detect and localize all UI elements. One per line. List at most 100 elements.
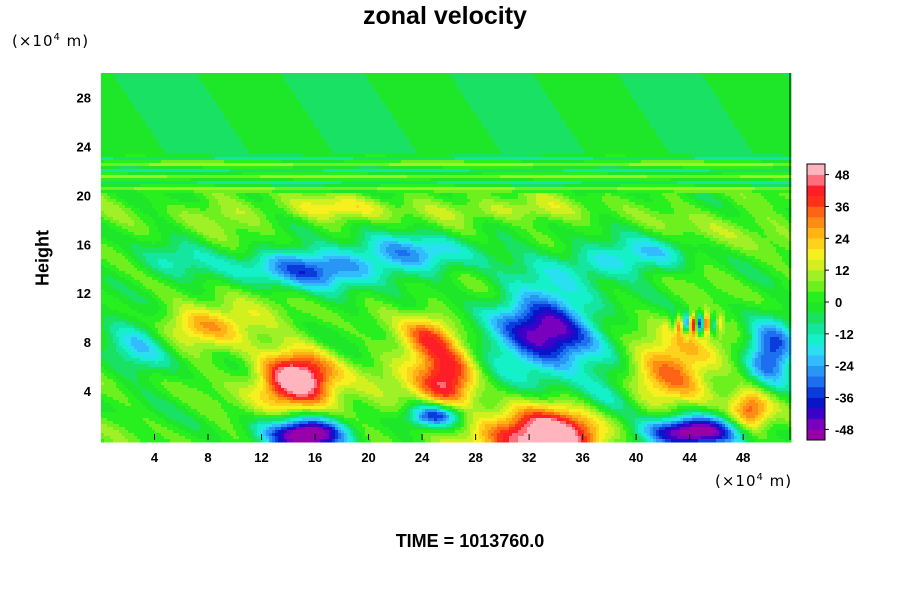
heatmap-cell (629, 124, 633, 128)
heatmap-cell (593, 124, 597, 128)
heatmap-cell (479, 106, 483, 110)
heatmap-cell (443, 73, 447, 77)
heatmap-cell (179, 88, 183, 92)
heatmap-cell (773, 109, 777, 113)
heatmap-cell (569, 133, 573, 137)
heatmap-cell (620, 106, 624, 110)
heatmap-cell (431, 118, 435, 122)
heatmap-cell (731, 130, 735, 134)
heatmap-cell (656, 85, 660, 89)
heatmap-cell (686, 94, 690, 98)
heatmap-cell (515, 94, 519, 98)
heatmap-cell (215, 115, 219, 119)
heatmap-cell (623, 76, 627, 80)
heatmap-cell (599, 118, 603, 122)
heatmap-cell (455, 136, 459, 140)
heatmap-cell (605, 76, 609, 80)
heatmap-cell (608, 124, 612, 128)
heatmap-cell (443, 82, 447, 86)
heatmap-cell (488, 121, 492, 125)
heatmap-cell (314, 121, 318, 125)
heatmap-cell (470, 94, 474, 98)
heatmap-cell (374, 112, 378, 116)
heatmap-cell (524, 73, 528, 77)
heatmap-cell (512, 94, 516, 98)
heatmap-cell (455, 91, 459, 95)
heatmap-cell (335, 121, 339, 125)
heatmap-cell (242, 115, 246, 119)
heatmap-cell (767, 127, 771, 131)
heatmap-cell (242, 94, 246, 98)
heatmap-cell (542, 121, 546, 125)
heatmap-cell (548, 112, 552, 116)
heatmap-cell (320, 91, 324, 95)
heatmap-cell (212, 130, 216, 134)
heatmap-cell (416, 115, 420, 119)
heatmap-cell (164, 91, 168, 95)
heatmap-cell (425, 124, 429, 128)
heatmap-cell (635, 109, 639, 113)
heatmap-cell (233, 115, 237, 119)
heatmap-cell (203, 73, 207, 77)
heatmap-cell (677, 97, 681, 101)
heatmap-cell (668, 82, 672, 86)
heatmap-cell (662, 106, 666, 110)
heatmap-cell (524, 136, 528, 140)
heatmap-cell (191, 109, 195, 113)
heatmap-cell (560, 76, 564, 80)
heatmap-cell (236, 124, 240, 128)
heatmap-cell (719, 112, 723, 116)
heatmap-cell (227, 91, 231, 95)
heatmap-cell (377, 118, 381, 122)
heatmap-cell (572, 88, 576, 92)
heatmap-cell (305, 88, 309, 92)
heatmap-cell (248, 100, 252, 104)
heatmap-cell (104, 112, 108, 116)
heatmap-cell (593, 100, 597, 104)
heatmap-cell (158, 130, 162, 134)
heatmap-cell (731, 109, 735, 113)
heatmap-cell (140, 118, 144, 122)
heatmap-cell (221, 112, 225, 116)
heatmap-cell (359, 109, 363, 113)
heatmap-cell (719, 88, 723, 92)
heatmap-cell (449, 124, 453, 128)
heatmap-cell (308, 115, 312, 119)
heatmap-cell (773, 82, 777, 86)
heatmap-cell (320, 76, 324, 80)
heatmap-cell (536, 118, 540, 122)
heatmap-cell (245, 130, 249, 134)
heatmap-cell (155, 76, 159, 80)
heatmap-cell (425, 103, 429, 107)
heatmap-cell (680, 121, 684, 125)
heatmap-cell (479, 94, 483, 98)
heatmap-cell (554, 136, 558, 140)
heatmap-cell (776, 109, 780, 113)
heatmap-cell (494, 103, 498, 107)
heatmap-cell (161, 85, 165, 89)
heatmap-cell (581, 130, 585, 134)
heatmap-cell (323, 121, 327, 125)
heatmap-cell (398, 94, 402, 98)
heatmap-cell (248, 109, 252, 113)
heatmap-cell (545, 85, 549, 89)
heatmap-cell (611, 100, 615, 104)
heatmap-cell (785, 73, 789, 77)
heatmap-cell (104, 76, 108, 80)
heatmap-cell (479, 91, 483, 95)
heatmap-cell (353, 127, 357, 131)
heatmap-cell (107, 136, 111, 140)
heatmap-cell (629, 130, 633, 134)
heatmap-cell (113, 118, 117, 122)
heatmap-cell (491, 100, 495, 104)
heatmap-cell (767, 103, 771, 107)
heatmap-cell (458, 94, 462, 98)
heatmap-cell (401, 76, 405, 80)
heatmap-cell (767, 118, 771, 122)
heatmap-cell (575, 73, 579, 77)
heatmap-cell (170, 103, 174, 107)
heatmap-cell (428, 82, 432, 86)
heatmap-cell (329, 88, 333, 92)
heatmap-cell (551, 121, 555, 125)
heatmap-cell (440, 109, 444, 113)
